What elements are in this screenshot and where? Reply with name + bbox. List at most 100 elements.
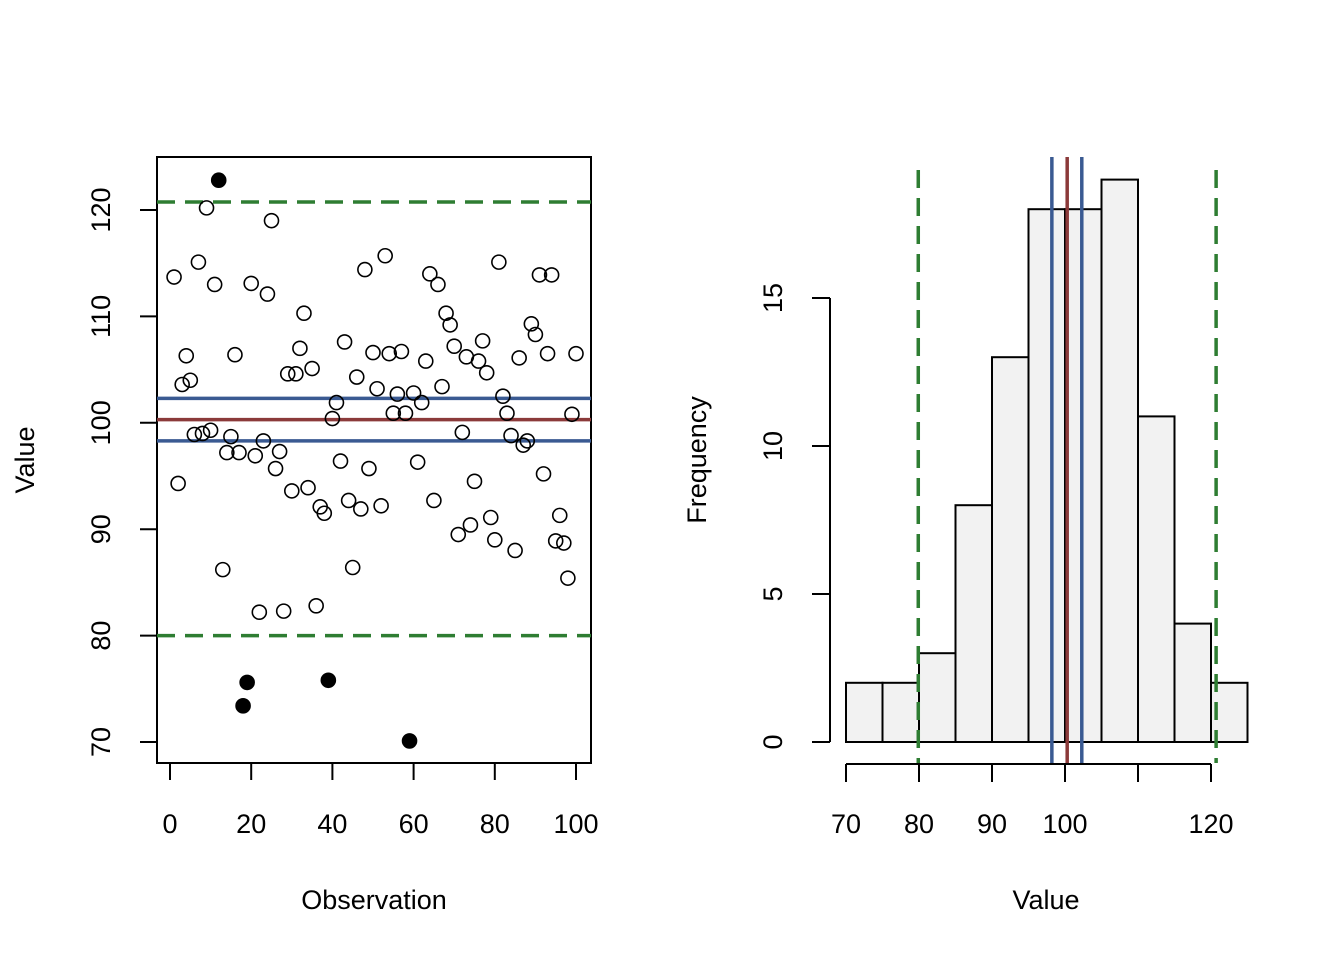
data-point (486, 532, 503, 548)
data-point (568, 345, 584, 362)
scatter-y-axis-title: Value (10, 426, 40, 493)
scatter-x-axis-title: Observation (301, 885, 447, 915)
data-point (263, 212, 280, 229)
data-point (369, 380, 385, 397)
data-point (539, 345, 556, 362)
data-point (422, 266, 438, 282)
histogram-bar (1173, 622, 1212, 743)
data-point (474, 333, 491, 349)
histogram-bar (991, 356, 1030, 743)
data-point (377, 247, 393, 264)
scatter-panel: Observation Value 0 20 40 60 80 100 70 80 90 100 1… (10, 156, 599, 915)
y-tick-label: 120 (86, 187, 116, 232)
data-point (271, 443, 288, 460)
data-point (470, 353, 487, 369)
data-point (426, 492, 442, 509)
data-point (531, 267, 548, 283)
outlier-point (239, 674, 255, 691)
data-point (560, 570, 576, 586)
data-point (454, 424, 471, 441)
data-point (519, 433, 536, 449)
data-point (434, 378, 450, 395)
y-tick-label: 90 (86, 514, 116, 544)
data-point (361, 460, 377, 477)
data-point (344, 559, 361, 576)
y-tick-label: 10 (758, 431, 788, 461)
histogram-bar (918, 652, 957, 744)
data-point (206, 276, 223, 293)
outlier-point (235, 698, 251, 714)
data-point (275, 603, 292, 619)
histogram-y-axis-title: Frequency (682, 396, 712, 524)
outlier-point (320, 672, 337, 689)
data-point (556, 535, 572, 551)
data-point (381, 345, 398, 362)
x-tick-label: 80 (904, 809, 934, 839)
data-point (495, 388, 511, 405)
y-tick-label: 110 (86, 295, 116, 338)
data-point (255, 433, 272, 449)
data-point (198, 200, 215, 216)
data-point (523, 316, 540, 332)
histogram-bar (1137, 415, 1176, 743)
data-point (389, 386, 406, 402)
data-point (547, 533, 564, 549)
data-point (300, 479, 316, 496)
x-tick-label: 70 (831, 809, 861, 839)
data-point (478, 364, 495, 381)
data-point (417, 353, 434, 369)
data-point (214, 561, 231, 578)
data-point (482, 509, 499, 526)
data-point (174, 376, 190, 393)
data-point (308, 598, 324, 614)
data-point (503, 427, 519, 444)
x-tick-label: 40 (317, 809, 347, 839)
x-tick-label: 90 (977, 809, 1007, 839)
data-point (190, 254, 207, 270)
data-point (324, 410, 341, 427)
data-point (316, 505, 333, 522)
x-tick-label: 20 (236, 809, 266, 839)
data-point (450, 526, 467, 543)
y-tick-label: 100 (86, 400, 116, 445)
data-point (527, 326, 544, 343)
histogram-bar (1027, 208, 1066, 743)
data-point (405, 385, 422, 401)
data-point (267, 460, 284, 477)
data-point (223, 428, 239, 445)
histogram-bar (845, 681, 884, 743)
data-point (413, 394, 430, 411)
data-point (442, 317, 458, 333)
data-point (178, 347, 195, 364)
data-point (296, 305, 312, 322)
x-tick-label: 120 (1188, 809, 1233, 839)
data-point (283, 483, 300, 499)
data-point (357, 261, 373, 278)
data-point (194, 425, 211, 442)
data-point (279, 366, 296, 382)
x-tick-label: 80 (480, 809, 510, 839)
data-point (186, 426, 203, 443)
data-point (231, 444, 247, 461)
data-point (219, 444, 235, 461)
data-point (348, 369, 365, 385)
data-point (373, 497, 389, 514)
data-point (227, 346, 243, 363)
data-point (259, 286, 276, 302)
data-point (336, 334, 353, 350)
histogram-bar (881, 681, 920, 743)
outlier-point (401, 733, 418, 749)
data-point (353, 501, 369, 517)
data-point (340, 492, 357, 509)
data-point (251, 604, 268, 620)
x-tick-label: 100 (1042, 809, 1087, 839)
data-point (543, 267, 560, 283)
data-point (499, 405, 515, 422)
data-point (515, 437, 532, 453)
data-point (409, 454, 426, 470)
data-point (328, 394, 345, 411)
data-point (202, 422, 219, 439)
data-point (365, 344, 381, 361)
data-point (288, 366, 304, 382)
